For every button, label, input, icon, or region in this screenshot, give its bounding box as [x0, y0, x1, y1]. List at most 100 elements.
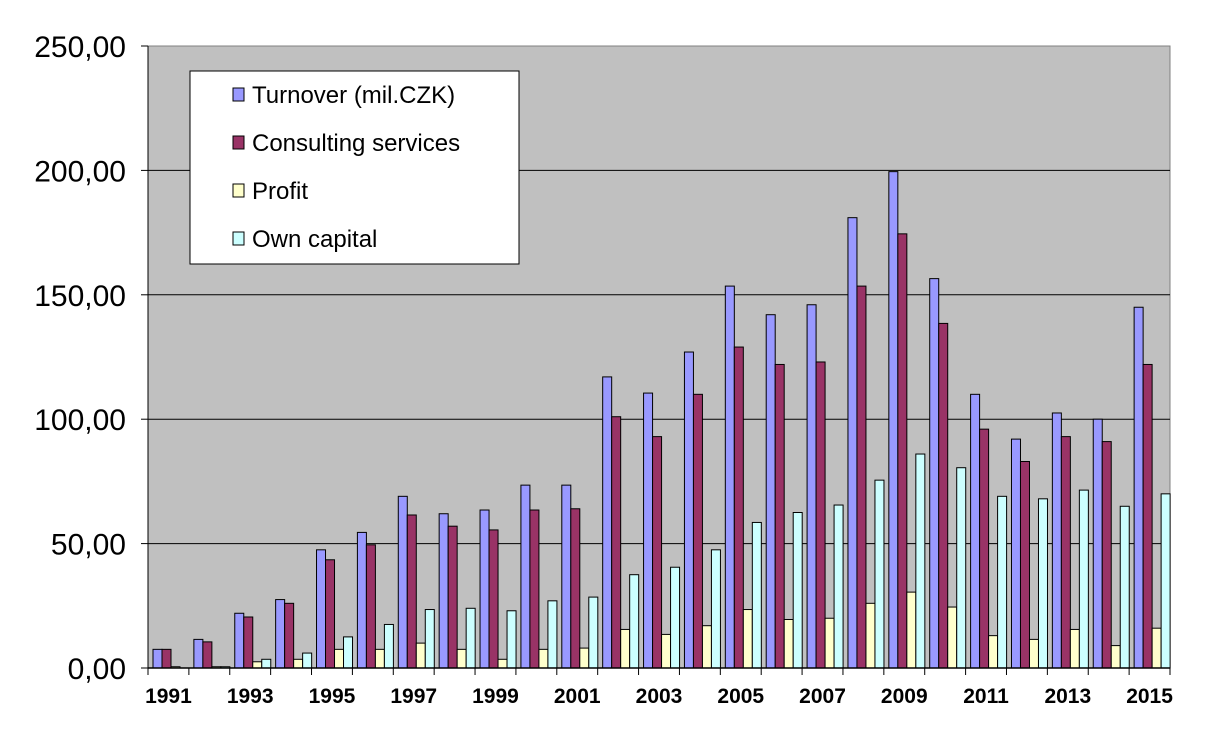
bars [152, 171, 1171, 669]
bar [906, 591, 917, 669]
bar [888, 171, 899, 669]
bar [397, 495, 408, 669]
y-tick-label: 100,00 [34, 404, 126, 437]
bar [929, 278, 940, 669]
bar [956, 467, 967, 669]
bar [374, 648, 385, 669]
bar [261, 658, 272, 669]
bar [856, 285, 867, 669]
bar [488, 529, 499, 669]
y-tick-label: 200,00 [34, 155, 126, 188]
y-tick-label: 250,00 [34, 31, 126, 64]
bar [234, 612, 245, 669]
bar [424, 609, 435, 669]
bar [497, 658, 508, 669]
bar [161, 648, 172, 669]
bar [947, 606, 958, 669]
bar [1037, 498, 1048, 669]
bar [620, 628, 631, 669]
bar [783, 618, 794, 669]
bar [570, 508, 581, 669]
x-tick-label: 1991 [145, 685, 192, 708]
x-tick-label: 2001 [554, 685, 601, 708]
bar [915, 453, 926, 669]
bar [447, 525, 458, 669]
bar [683, 351, 694, 669]
bar [356, 531, 367, 669]
series-1 [152, 171, 1144, 669]
bar [438, 513, 449, 669]
bar [1151, 627, 1162, 669]
bar [652, 436, 663, 669]
bar [1028, 638, 1039, 669]
bar [1060, 436, 1071, 669]
bar [661, 633, 672, 669]
bar [1119, 505, 1130, 669]
bar [529, 509, 540, 669]
bar [152, 648, 163, 669]
series-2 [161, 233, 1153, 669]
bar [465, 607, 476, 669]
bar [275, 599, 286, 669]
bar [897, 233, 908, 669]
x-tick-label: 1997 [390, 685, 437, 708]
legend-box [189, 70, 520, 265]
legend-label: Turnover (mil.CZK) [252, 82, 455, 109]
legend-label: Profit [252, 178, 308, 205]
legend-label: Own capital [252, 226, 377, 253]
legend: Turnover (mil.CZK) Consulting services Pro… [189, 70, 520, 265]
bar [316, 549, 327, 669]
y-tick-labels: 0,00 50,00 100,00 150,00 200,00 250,00 [34, 31, 126, 686]
bar [293, 658, 304, 669]
bar [383, 623, 394, 669]
bar [479, 509, 490, 669]
bar [243, 616, 254, 669]
bar [806, 304, 817, 669]
bar [302, 652, 313, 669]
x-tick-label: 2009 [881, 685, 928, 708]
bar [1133, 306, 1144, 669]
bar [579, 647, 590, 669]
bar [1101, 441, 1112, 669]
legend-label: Consulting services [252, 130, 460, 157]
bar [847, 217, 858, 669]
bar [938, 322, 949, 669]
x-tick-label: 2007 [799, 685, 846, 708]
bar [365, 544, 376, 669]
bar [710, 549, 721, 669]
bar [325, 559, 336, 669]
bar [970, 393, 981, 669]
bar [724, 285, 735, 669]
bar [865, 602, 876, 669]
bar [815, 361, 826, 669]
bar [406, 514, 417, 669]
y-tick-label: 150,00 [34, 280, 126, 313]
x-tick-label: 1999 [472, 685, 519, 708]
x-tick-label: 1993 [227, 685, 274, 708]
bar [751, 521, 762, 669]
bar [1051, 412, 1062, 669]
bar [343, 636, 354, 669]
bar [765, 314, 776, 669]
bar [538, 648, 549, 669]
bar [692, 393, 703, 669]
bar [506, 610, 517, 669]
legend-swatch [232, 87, 245, 102]
bar [643, 392, 654, 669]
bar [824, 617, 835, 669]
bar [701, 625, 712, 669]
bar [252, 661, 263, 669]
bar [284, 602, 295, 669]
bar [561, 484, 572, 669]
bar [833, 504, 844, 669]
bar [415, 642, 426, 669]
bar [1110, 645, 1121, 669]
bar [193, 638, 204, 669]
bar [988, 635, 999, 669]
bar [874, 479, 885, 669]
bar [1069, 628, 1080, 669]
bar [1092, 418, 1103, 669]
bar [1010, 438, 1021, 669]
bar [792, 512, 803, 669]
